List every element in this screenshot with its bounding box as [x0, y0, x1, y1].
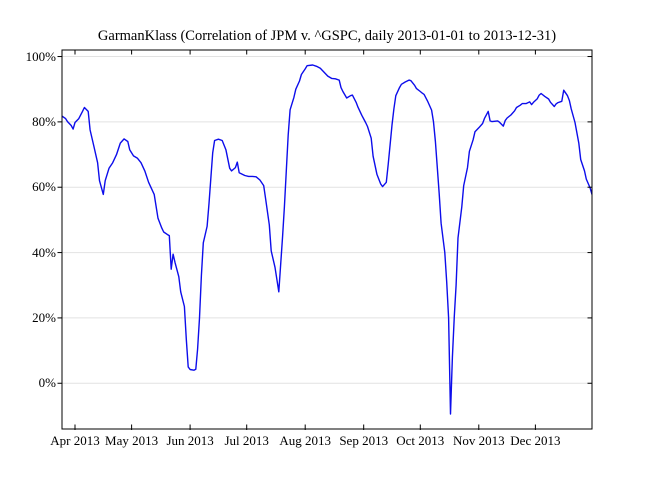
- y-axis-label: 80%: [32, 113, 56, 129]
- chart-title: GarmanKlass (Correlation of JPM v. ^GSPC…: [97, 28, 557, 44]
- y-axis-label: 40%: [32, 244, 56, 260]
- x-axis-label: Sep 2013: [339, 433, 389, 448]
- y-axis-label: 0%: [38, 375, 56, 391]
- x-axis-label: Jun 2013: [166, 433, 214, 448]
- x-axis-label: Apr 2013: [50, 433, 100, 448]
- y-axis-label: 60%: [32, 179, 56, 195]
- y-axis-label: 100%: [25, 48, 56, 64]
- plot-frame: [61, 49, 593, 430]
- x-axis-label: Nov 2013: [452, 433, 505, 448]
- x-axis-label: May 2013: [105, 433, 159, 448]
- x-axis-label: Oct 2013: [396, 433, 445, 448]
- x-axis-label: Jul 2013: [224, 433, 269, 448]
- correlation-line: [62, 64, 592, 415]
- y-axis-label: 20%: [32, 309, 56, 325]
- x-axis-label: Dec 2013: [510, 433, 561, 448]
- x-axis-label: Aug 2013: [279, 433, 331, 448]
